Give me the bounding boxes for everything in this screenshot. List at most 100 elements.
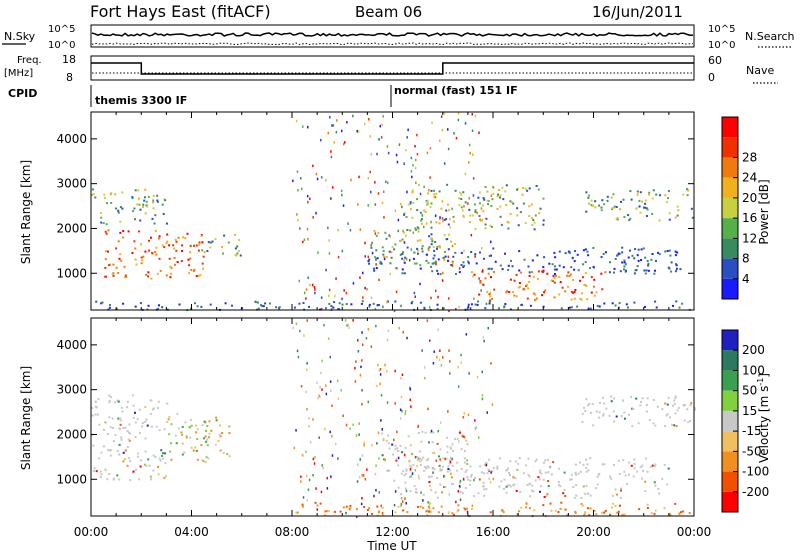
data-cell <box>336 119 338 122</box>
data-cell <box>687 189 690 192</box>
data-cell <box>553 281 556 284</box>
data-cell <box>468 221 471 224</box>
data-cell <box>140 459 143 462</box>
data-cell <box>474 476 477 479</box>
data-cell <box>636 191 639 194</box>
data-cell <box>210 429 213 432</box>
data-cell <box>623 265 626 268</box>
data-cell <box>638 199 641 202</box>
data-cell <box>681 302 684 305</box>
data-cell <box>583 513 586 516</box>
data-cell <box>450 264 453 266</box>
data-cell <box>610 196 613 199</box>
data-cell <box>180 260 183 262</box>
data-cell <box>687 421 690 424</box>
data-cell <box>397 229 399 233</box>
data-cell <box>579 297 582 300</box>
data-cell <box>472 177 475 180</box>
data-cell <box>197 243 200 246</box>
colorbar-segment <box>722 431 738 452</box>
data-cell <box>132 471 134 474</box>
data-cell <box>572 291 575 294</box>
data-cell <box>444 250 446 253</box>
colorbar-tick-label: 50 <box>742 384 757 398</box>
data-cell <box>596 483 599 486</box>
data-cell <box>324 427 326 431</box>
data-cell <box>158 457 161 460</box>
data-cell <box>489 511 492 514</box>
data-cell <box>633 462 636 465</box>
data-cell <box>368 305 371 308</box>
y-tick-label: 1000 <box>56 472 87 486</box>
data-cell <box>655 306 658 309</box>
data-cell <box>446 445 449 448</box>
data-cell <box>370 296 373 300</box>
data-cell <box>176 412 179 415</box>
data-cell <box>615 206 618 208</box>
data-cell <box>458 481 461 484</box>
data-cell <box>574 512 577 514</box>
data-cell <box>582 249 585 252</box>
data-cell <box>485 302 488 306</box>
data-cell <box>413 262 416 265</box>
data-cell <box>357 130 360 133</box>
data-cell <box>127 230 130 233</box>
data-cell <box>450 476 453 479</box>
data-cell <box>516 207 519 210</box>
data-cell <box>666 250 669 252</box>
data-cell <box>302 496 305 499</box>
data-cell <box>483 257 485 260</box>
data-cell <box>583 406 585 409</box>
data-cell <box>644 305 646 308</box>
data-cell <box>387 329 390 332</box>
data-cell <box>297 218 299 222</box>
data-cell <box>412 463 415 466</box>
y-tick-label: 4000 <box>56 338 87 352</box>
data-cell <box>174 238 177 241</box>
data-cell <box>442 457 445 460</box>
data-cell <box>138 203 141 206</box>
data-cell <box>345 291 348 295</box>
data-cell <box>254 300 257 303</box>
data-cell <box>457 504 460 507</box>
data-cell <box>451 464 454 467</box>
data-cell <box>570 298 573 301</box>
data-cell <box>386 469 389 472</box>
data-cell <box>401 451 404 454</box>
data-cell <box>485 217 488 220</box>
data-cell <box>673 424 676 427</box>
data-cell <box>515 460 518 463</box>
data-cell <box>345 505 348 508</box>
data-cell <box>166 421 169 423</box>
data-cell <box>197 249 200 252</box>
data-cell <box>522 472 525 475</box>
data-cell <box>390 256 393 259</box>
data-cell <box>388 250 391 253</box>
data-cell <box>579 461 581 464</box>
data-cell <box>436 355 438 359</box>
data-cell <box>650 512 653 514</box>
data-cell <box>657 251 659 254</box>
data-cell <box>409 475 412 478</box>
data-cell <box>482 485 485 488</box>
data-cell <box>306 408 308 411</box>
data-cell <box>147 275 149 278</box>
data-cell <box>384 363 386 367</box>
data-cell <box>627 413 630 416</box>
data-cell <box>620 489 622 492</box>
data-cell <box>524 187 527 190</box>
data-cell <box>521 193 524 196</box>
data-cell <box>659 194 661 197</box>
data-cell <box>375 234 378 237</box>
data-cell <box>479 218 481 221</box>
data-cell <box>412 257 415 260</box>
data-cell <box>152 408 154 411</box>
data-cell <box>427 458 430 461</box>
data-cell <box>490 254 492 257</box>
data-cell <box>174 263 176 266</box>
data-cell <box>355 434 358 437</box>
data-cell <box>570 478 573 481</box>
data-cell <box>140 256 143 259</box>
data-cell <box>619 496 622 499</box>
data-cell <box>202 255 205 258</box>
